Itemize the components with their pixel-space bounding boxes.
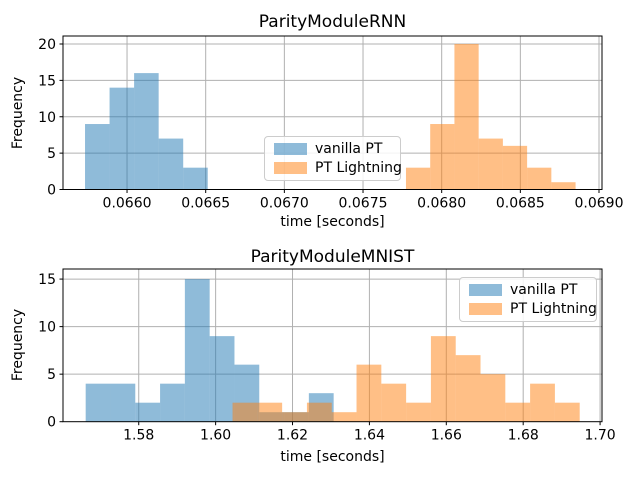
hist-bar-pt-lightning [406,402,431,422]
hist-bar-vanilla-pt [85,383,111,422]
y-tick-label: 10 [38,320,56,336]
legend-item-pt-lightning: PT Lightning [469,301,597,317]
hist-bar-pt-lightning [405,167,431,190]
hist-bar-pt-lightning [282,412,307,422]
hist-bar-vanilla-pt [109,87,135,190]
y-axis-label-bottom: Frequency [10,308,26,382]
x-tick-label: 0.0690 [575,196,624,212]
x-tick-label: 0.0675 [339,196,388,212]
x-tick-label: 0.0685 [496,196,545,212]
hist-bar-vanilla-pt [85,124,110,190]
hist-bar-pt-lightning [430,124,455,190]
y-tick-label: 0 [47,183,56,199]
legend-bottom: vanilla PT PT Lightning [459,277,597,322]
x-tick-label: 1.62 [277,428,308,444]
x-tick-label: 0.0660 [103,196,152,212]
x-tick-label: 1.70 [584,428,615,444]
hist-bar-vanilla-pt [183,167,208,190]
plot-spine [62,35,603,190]
hist-bar-pt-lightning [502,145,528,190]
hist-bar-pt-lightning [381,383,407,422]
y-axis-label-top: Frequency [10,76,26,150]
legend-label-pt-lightning: PT Lightning [315,159,402,176]
hist-bar-pt-lightning [505,402,531,422]
y-tick-label: 15 [38,73,56,89]
hist-bar-pt-lightning [530,383,555,422]
hist-bar-vanilla-pt [135,402,161,422]
y-tick-label: 5 [47,367,56,383]
chart-title-parity-module-mnist: ParityModuleMNIST [250,247,415,267]
y-tick-label: 0 [47,415,56,431]
hist-bar-pt-lightning [480,374,506,422]
hist-bar-vanilla-pt [184,279,210,422]
y-tick-label: 15 [38,272,56,288]
hist-bar-vanilla-pt [160,383,185,422]
x-axis-label-bottom: time [seconds] [280,449,385,465]
legend-item-vanilla-pt: vanilla PT [274,141,391,157]
hist-bar-vanilla-pt [158,138,184,190]
x-tick-label: 1.68 [508,428,539,444]
hist-bar-pt-lightning [478,138,503,190]
x-axis-label-top: time [seconds] [280,214,385,230]
x-tick-label: 1.66 [431,428,462,444]
hist-bar-vanilla-pt [134,73,159,190]
hist-bar-pt-lightning [232,402,258,422]
y-tick-label: 10 [38,110,56,126]
y-tick-label: 5 [47,146,56,162]
hist-bar-pt-lightning [455,355,481,422]
plot-spine [62,268,603,423]
hist-bar-vanilla-pt [110,383,136,422]
hist-bar-pt-lightning [454,44,479,190]
x-tick-label: 0.0670 [260,196,309,212]
legend-label-vanilla-pt: vanilla PT [315,141,383,158]
hist-bar-pt-lightning [257,402,283,422]
x-tick-label: 1.64 [354,428,385,444]
hist-bar-pt-lightning [356,364,382,422]
legend-label-pt-lightning: PT Lightning [510,300,597,317]
legend-item-pt-lightning: PT Lightning [274,160,402,176]
chart-title-parity-module-rnn: ParityModuleRNN [258,12,407,32]
hist-bar-pt-lightning [430,336,456,422]
x-tick-label: 0.0665 [181,196,230,212]
legend-top: vanilla PT PT Lightning [264,136,402,181]
legend-swatch-pt-lightning-icon [274,161,307,174]
hist-bar-vanilla-pt [209,336,235,422]
hist-bar-pt-lightning [331,412,357,422]
legend-swatch-vanilla-pt-icon [469,284,502,297]
hist-bar-pt-lightning [554,402,580,422]
x-tick-label: 1.58 [123,428,154,444]
legend-swatch-pt-lightning-icon [469,302,502,315]
hist-bar-pt-lightning [306,402,332,422]
legend-label-vanilla-pt: vanilla PT [510,282,578,299]
x-tick-label: 1.60 [200,428,231,444]
legend-swatch-vanilla-pt-icon [274,143,307,156]
y-tick-label: 20 [38,37,56,53]
x-tick-label: 0.0680 [417,196,466,212]
hist-bar-pt-lightning [551,182,576,190]
legend-item-vanilla-pt: vanilla PT [469,282,587,298]
hist-bar-pt-lightning [527,167,552,190]
